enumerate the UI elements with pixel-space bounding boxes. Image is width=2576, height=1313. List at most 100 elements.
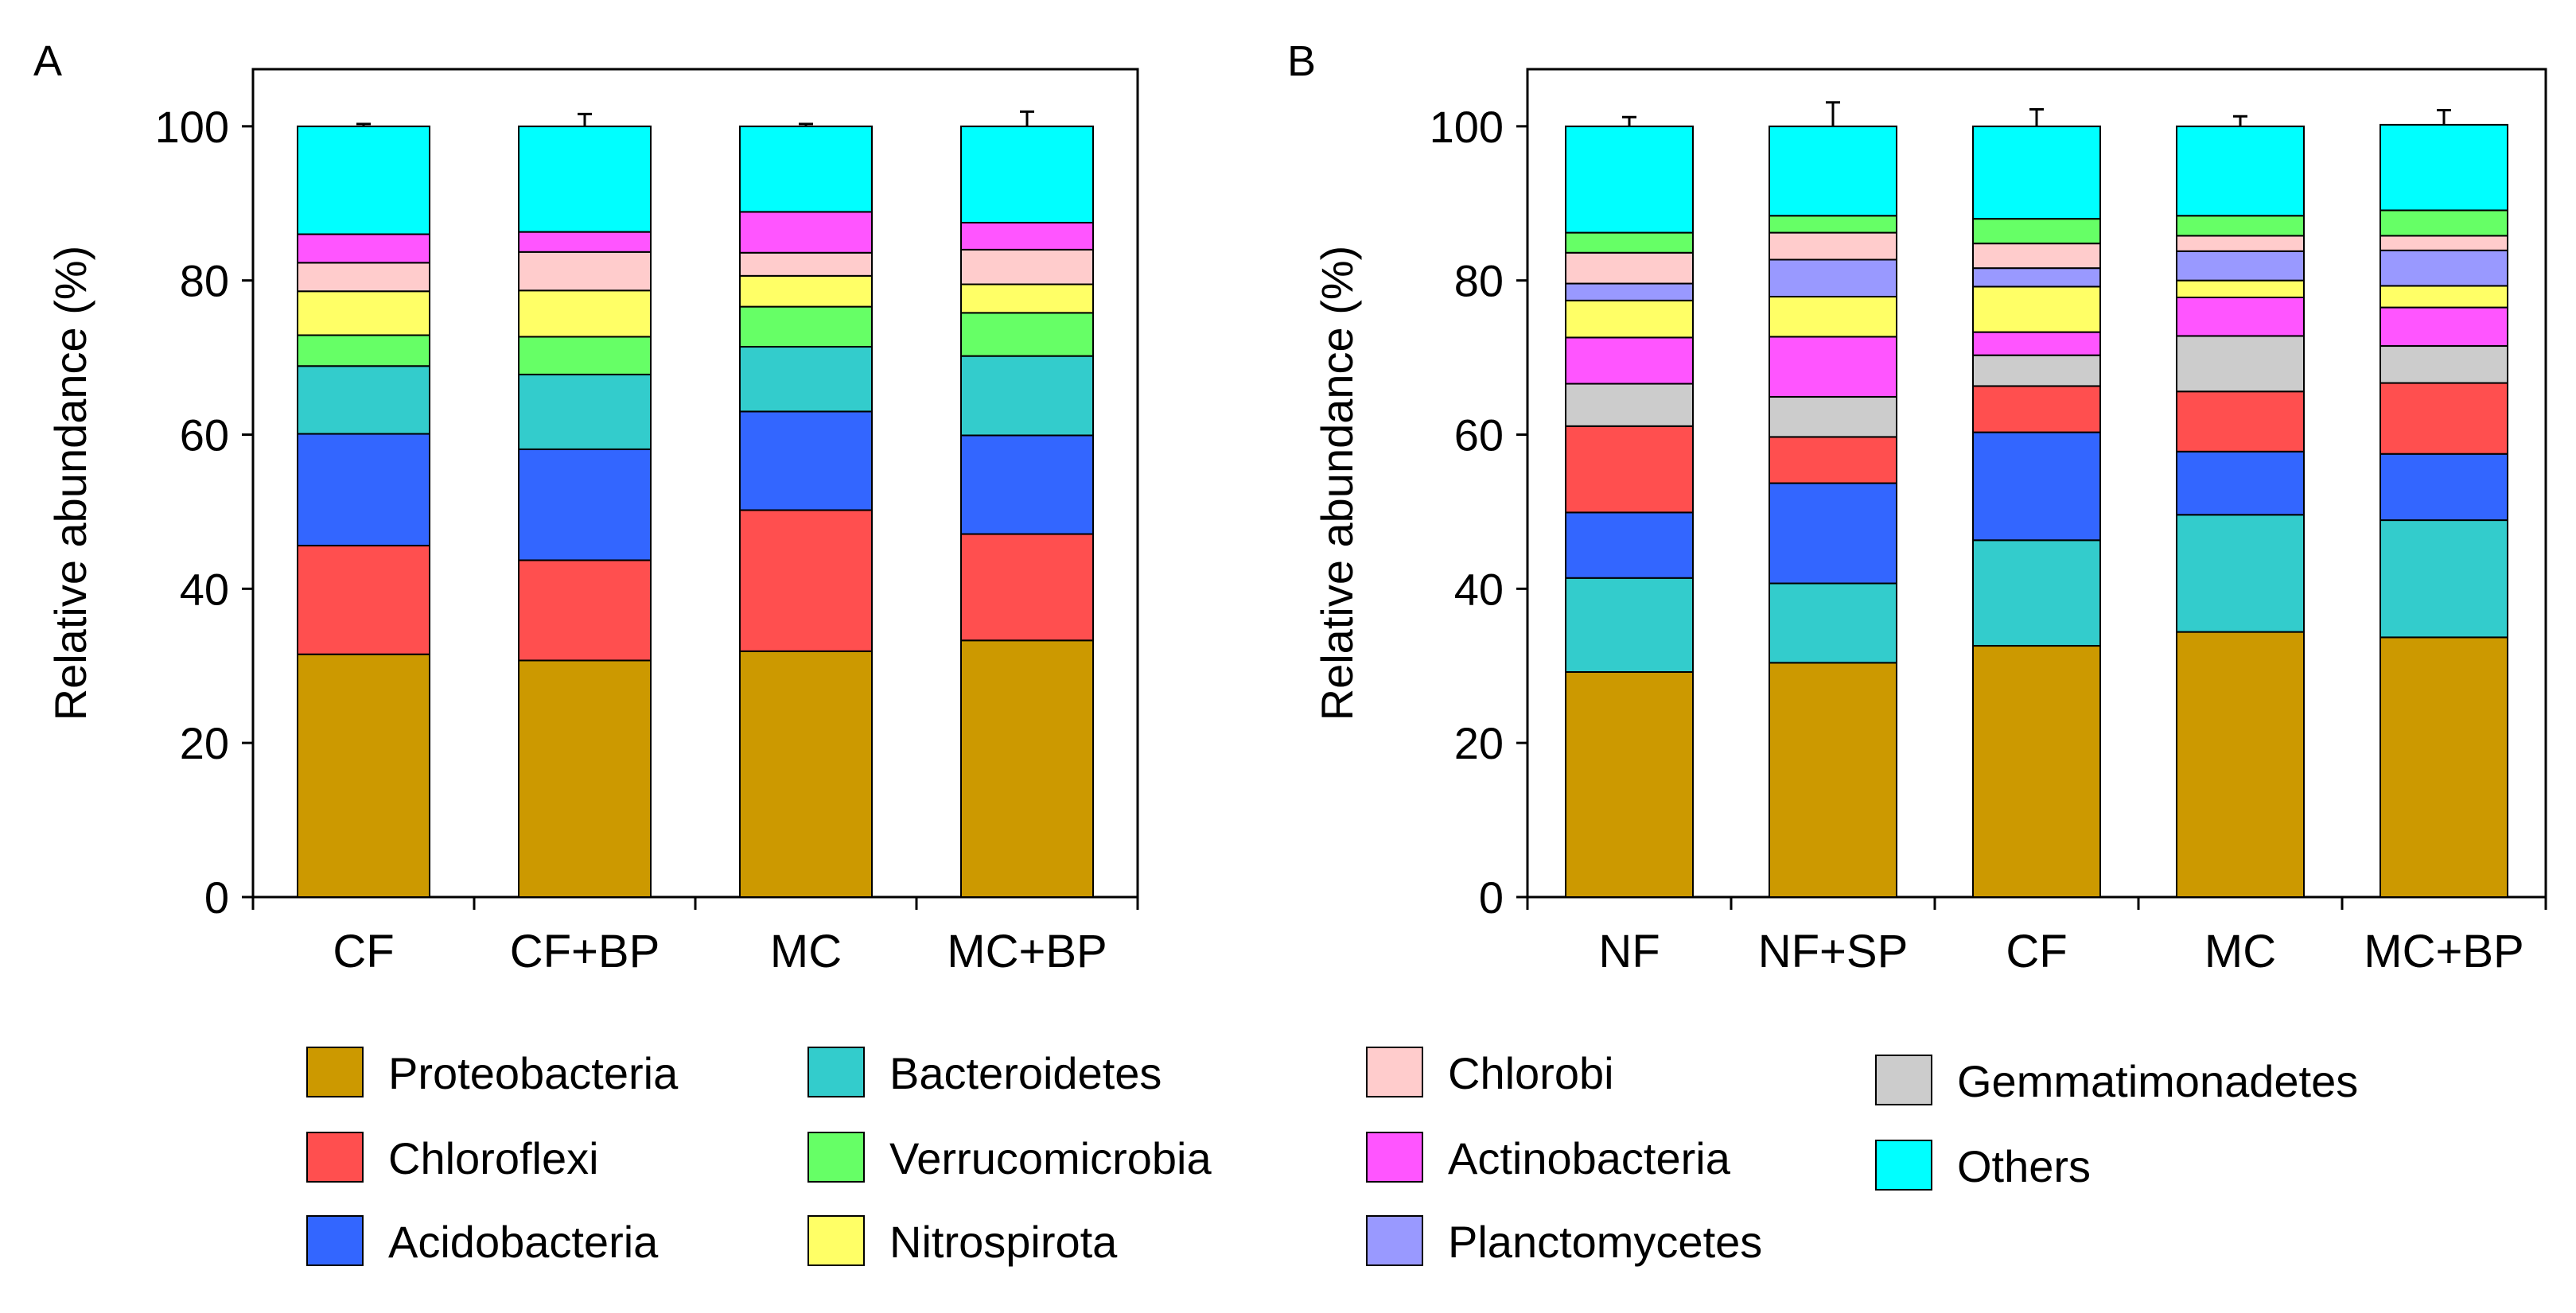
segment-actinobacteria (1565, 336, 1694, 385)
panel-b-ytick-label: 40 (1454, 564, 1504, 614)
segment-acidobacteria (960, 434, 1094, 535)
segment-chlorobi (960, 248, 1094, 286)
legend-label: Chloroflexi (388, 1133, 599, 1183)
segment-bacteroidetes (297, 365, 430, 435)
panel-a-ytick-label: 20 (180, 718, 229, 768)
panel-a-category-label: MC+BP (947, 926, 1107, 977)
panel-b-y-axis-label: Relative abundance (%) (1312, 246, 1362, 721)
segment-chloroflexi (1972, 385, 2101, 433)
segment-actinobacteria (518, 231, 652, 253)
legend-label: Verrucomicrobia (889, 1133, 1212, 1183)
legend-item-gemmatimonadetes: Gemmatimonadetes (1875, 1055, 2358, 1106)
segment-nitrospirota (1565, 299, 1694, 339)
segment-chlorobi (518, 251, 652, 292)
segment-actinobacteria (2379, 306, 2508, 348)
segment-verrucomicrobia (2176, 215, 2305, 237)
segment-verrucomicrobia (1769, 215, 1897, 234)
segment-actinobacteria (297, 233, 430, 264)
segment-verrucomicrobia (1565, 231, 1694, 254)
panel-b-category-label: NF+SP (1758, 926, 1909, 977)
segment-nitrospirota (1769, 296, 1897, 338)
segment-proteobacteria (1769, 662, 1897, 898)
segment-chloroflexi (960, 533, 1094, 642)
segment-others (297, 125, 430, 235)
segment-gemmatimonadetes (1769, 396, 1897, 438)
segment-acidobacteria (518, 448, 652, 561)
segment-nitrospirota (739, 274, 873, 308)
segment-verrucomicrobia (739, 305, 873, 348)
legend-swatch (1875, 1055, 1932, 1105)
legend-item-proteobacteria: Proteobacteria (306, 1047, 679, 1098)
legend-swatch (1366, 1047, 1423, 1097)
legend-swatch (807, 1215, 865, 1266)
legend-item-bacteroidetes: Bacteroidetes (807, 1047, 1162, 1098)
segment-planctomycetes (1972, 267, 2101, 288)
segment-chloroflexi (297, 545, 430, 655)
panel-b-ytick-label: 20 (1454, 718, 1504, 768)
panel-b-ytick-label: 60 (1454, 410, 1504, 460)
legend-swatch (1366, 1132, 1423, 1183)
segment-gemmatimonadetes (2379, 345, 2508, 384)
legend-item-actinobacteria: Actinobacteria (1366, 1132, 1731, 1183)
segment-nitrospirota (2176, 279, 2305, 298)
segment-chlorobi (739, 251, 873, 277)
segment-chlorobi (297, 262, 430, 293)
panel-a-bar-mc-bp (960, 110, 1094, 898)
legend-label: Chlorobi (1448, 1048, 1614, 1098)
legend-label: Nitrospirota (889, 1217, 1118, 1267)
panel-a-category-label: CF (333, 926, 394, 977)
segment-proteobacteria (739, 650, 873, 899)
legend-item-verrucomicrobia: Verrucomicrobia (807, 1132, 1212, 1183)
legend-swatch (306, 1132, 364, 1183)
segment-acidobacteria (1565, 511, 1694, 579)
legend-swatch (1875, 1140, 1932, 1191)
segment-proteobacteria (297, 653, 430, 898)
segment-chloroflexi (2176, 390, 2305, 453)
segment-chloroflexi (518, 559, 652, 662)
segment-acidobacteria (1769, 482, 1897, 585)
legend-label: Acidobacteria (388, 1217, 659, 1267)
legend-swatch (306, 1047, 364, 1097)
legend-item-chloroflexi: Chloroflexi (306, 1132, 599, 1183)
segment-bacteroidetes (739, 346, 873, 413)
segment-gemmatimonadetes (1565, 383, 1694, 427)
legend-swatch (306, 1215, 364, 1266)
segment-proteobacteria (2379, 636, 2508, 898)
legend-label: Bacteroidetes (889, 1048, 1162, 1098)
panel-a-ytick-label: 100 (155, 102, 229, 152)
panel-b-category-label: NF (1598, 926, 1660, 977)
legend-swatch (807, 1047, 865, 1097)
panel-a-letter: A (33, 37, 62, 85)
segment-verrucomicrobia (518, 336, 652, 375)
panel-b: B Relative abundance (%) 0 20 40 60 80 100 NF NF+… (1287, 37, 2547, 977)
legend-item-others: Others (1875, 1140, 2091, 1191)
segment-bacteroidetes (518, 373, 652, 450)
segment-acidobacteria (2176, 450, 2305, 516)
segment-chlorobi (1972, 243, 2101, 270)
panel-b-bar-cf (1972, 108, 2101, 898)
segment-proteobacteria (2176, 631, 2305, 898)
segment-actinobacteria (1972, 331, 2101, 356)
segment-others (2176, 125, 2305, 217)
legend-item-planctomycetes: Planctomycetes (1366, 1215, 1762, 1267)
panel-a-ytick-label: 80 (180, 256, 229, 306)
segment-bacteroidetes (1972, 539, 2101, 647)
panel-a-ytick-label: 60 (180, 410, 229, 460)
segment-chlorobi (2176, 235, 2305, 252)
segment-others (960, 125, 1094, 223)
panel-b-bar-mc (2176, 115, 2305, 898)
legend-swatch (807, 1132, 865, 1183)
segment-nitrospirota (297, 290, 430, 336)
panel-b-ytick-label: 80 (1454, 256, 1504, 306)
segment-acidobacteria (739, 410, 873, 511)
segment-actinobacteria (739, 211, 873, 254)
panel-b-category-label: CF (2006, 926, 2067, 977)
segment-acidobacteria (2379, 453, 2508, 522)
panel-a-y-axis-label: Relative abundance (%) (45, 246, 95, 721)
segment-bacteroidetes (1565, 577, 1694, 674)
panel-b-bar-mc-bp (2379, 108, 2508, 898)
segment-bacteroidetes (2176, 514, 2305, 633)
segment-acidobacteria (1972, 431, 2101, 542)
